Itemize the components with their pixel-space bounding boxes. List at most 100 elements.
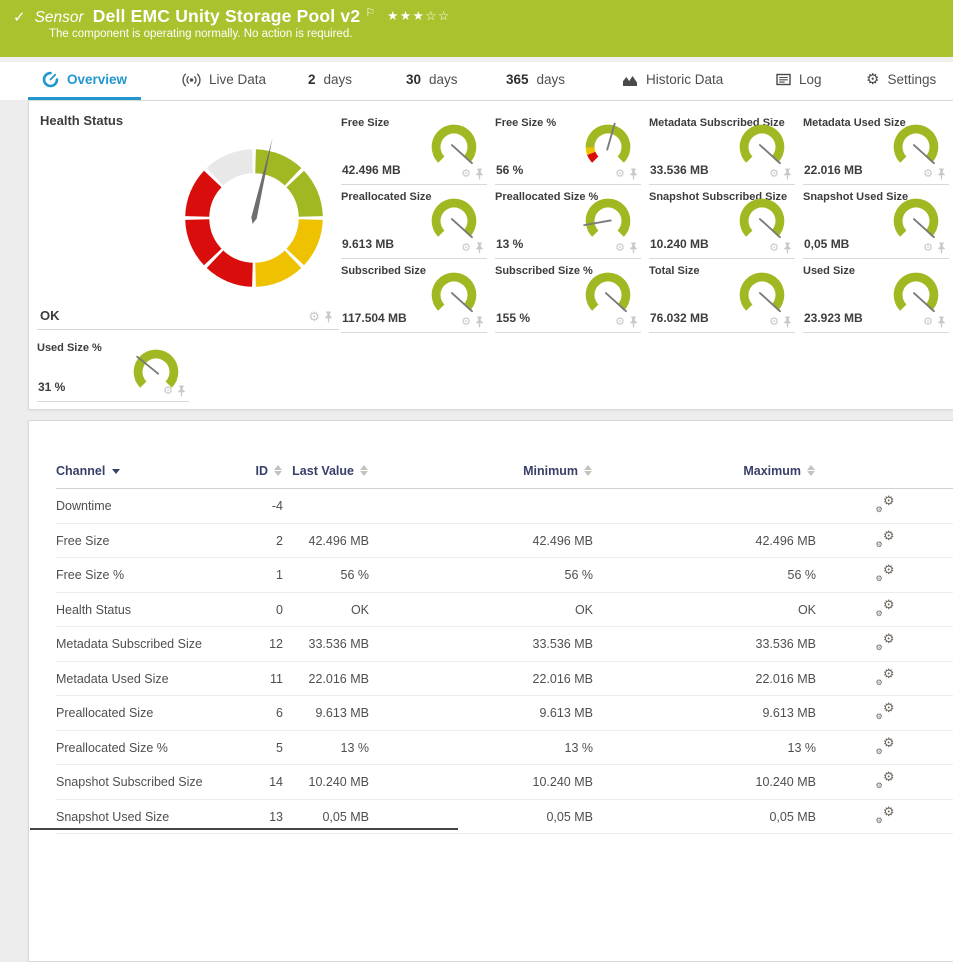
bottom-divider [30,828,458,830]
gauge-card[interactable]: Free Size % 56 % ⚙ [495,111,641,185]
pin-icon[interactable] [629,316,638,328]
col-label: ID [255,464,269,478]
channel-name[interactable]: Preallocated Size % [56,740,168,755]
col-header-last-value[interactable]: Last Value [283,463,369,479]
pin-icon[interactable] [937,242,946,254]
gear-icon[interactable]: ⚙ [163,384,173,397]
channel-name[interactable]: Snapshot Subscribed Size [56,775,203,789]
gauge-label: Preallocated Size [341,191,432,203]
gauge-card[interactable]: Total Size 76.032 MB ⚙ [649,259,795,333]
priority-stars[interactable]: ★★★☆☆ [387,9,451,23]
pin-icon[interactable] [629,168,638,180]
gauge-actions: ⚙ [163,385,186,397]
channel-settings-icon[interactable]: ⚙ ⚙ [876,770,895,790]
channel-name[interactable]: Metadata Used Size [56,671,169,686]
pin-icon[interactable] [629,242,638,254]
channel-actions-cell: ⚙ ⚙ [816,736,953,757]
channel-name[interactable]: Preallocated Size [56,706,154,720]
pin-icon[interactable] [937,316,946,328]
tab-2-days[interactable]: 2 days [294,62,366,100]
channel-actions-cell: ⚙ ⚙ [816,805,953,826]
pin-icon[interactable] [783,242,792,254]
gauge-card[interactable]: Preallocated Size % 13 % ⚙ [495,185,641,259]
channel-name[interactable]: Free Size % [56,568,125,582]
gauge-value: 13 % [496,237,524,251]
gear-icon[interactable]: ⚙ [461,315,471,328]
gauge-card[interactable]: Subscribed Size % 155 % ⚙ [495,259,641,333]
tab-log[interactable]: Log [762,62,836,100]
gear-icon[interactable]: ⚙ [769,167,779,180]
tab-365-days[interactable]: 365 days [492,62,579,100]
channel-maximum: 56 % [787,568,817,582]
gauge-card[interactable]: Free Size 42.496 MB ⚙ [341,111,487,185]
tab-label: days [429,72,458,87]
channel-name[interactable]: Health Status [56,602,132,617]
channel-settings-icon[interactable]: ⚙ ⚙ [876,632,895,652]
gauge-card[interactable]: Subscribed Size 117.504 MB ⚙ [341,259,487,333]
col-label: Maximum [743,464,801,478]
tab-bar: Overview Live Data 2 days 30 days 365 da… [0,62,953,100]
channel-settings-icon[interactable]: ⚙ ⚙ [876,598,895,618]
flag-icon[interactable]: ⚐ [365,7,376,19]
channel-settings-icon[interactable]: ⚙ ⚙ [876,736,895,756]
pin-icon[interactable] [475,168,484,180]
channel-settings-icon[interactable]: ⚙ ⚙ [876,563,895,583]
channel-name[interactable]: Downtime [56,499,112,513]
tab-30-days[interactable]: 30 days [392,62,472,100]
tab-live-data[interactable]: Live Data [168,62,280,100]
channel-name[interactable]: Metadata Subscribed Size [56,637,202,651]
channel-name[interactable]: Free Size [56,533,110,548]
table-row: Free Size % 1 56 % 56 % 56 % ⚙ ⚙ [56,558,953,593]
channel-name[interactable]: Snapshot Used Size [56,809,170,824]
sort-icon [274,465,283,476]
table-row: Snapshot Subscribed Size 14 10.240 MB 10.24… [56,765,953,800]
gauge-card[interactable]: Snapshot Used Size 0,05 MB ⚙ [803,185,949,259]
gear-icon[interactable]: ⚙ [461,241,471,254]
channel-settings-icon[interactable]: ⚙ ⚙ [876,494,895,514]
gear-icon[interactable]: ⚙ [461,167,471,180]
pin-icon[interactable] [937,168,946,180]
gear-icon[interactable]: ⚙ [615,241,625,254]
pin-icon[interactable] [177,385,186,397]
gauge-value: 56 % [496,163,524,177]
pin-icon[interactable] [783,168,792,180]
col-header-id[interactable]: ID [241,463,283,479]
gauge-card[interactable]: Snapshot Subscribed Size 10.240 MB ⚙ [649,185,795,259]
gauge-card-health-status[interactable]: Health Status OK ⚙ [37,111,339,330]
channel-settings-icon[interactable]: ⚙ ⚙ [875,805,895,825]
pin-icon[interactable] [783,316,792,328]
gauge-card[interactable]: Used Size 23.923 MB ⚙ [803,259,949,333]
tab-overview[interactable]: Overview [28,62,142,100]
pin-icon[interactable] [324,311,333,323]
gear-icon[interactable]: ⚙ [923,167,933,180]
gauge-card[interactable]: Used Size % 31 % ⚙ [37,336,189,402]
tab-label: Historic Data [646,72,724,87]
pin-icon[interactable] [475,242,484,254]
gear-icon[interactable]: ⚙ [769,315,779,328]
channel-settings-icon[interactable]: ⚙ ⚙ [876,529,895,549]
gauge-card[interactable]: Metadata Subscribed Size 33.536 MB ⚙ [649,111,795,185]
gear-icon[interactable]: ⚙ [615,167,625,180]
channel-settings-icon[interactable]: ⚙ ⚙ [876,667,895,687]
gear-icon[interactable]: ⚙ [615,315,625,328]
table-row: Downtime -4 ⚙ ⚙ [56,489,953,524]
tab-settings[interactable]: ⚙ Settings [852,62,950,100]
col-header-channel[interactable]: Channel [56,463,241,479]
gear-icon[interactable]: ⚙ [769,241,779,254]
gauge-label: Subscribed Size % [495,265,593,277]
gauge-card[interactable]: Metadata Used Size 22.016 MB ⚙ [803,111,949,185]
gear-small-icon: ⚙ [875,815,883,825]
col-header-maximum[interactable]: Maximum [593,463,816,479]
gear-icon[interactable]: ⚙ [308,309,320,324]
gauge-card[interactable]: Preallocated Size 9.613 MB ⚙ [341,185,487,259]
col-header-minimum[interactable]: Minimum [369,463,593,479]
pin-icon[interactable] [475,316,484,328]
tab-historic-data[interactable]: Historic Data [608,62,737,100]
tab-label: Overview [67,72,128,87]
channel-settings-icon[interactable]: ⚙ ⚙ [876,701,895,721]
gauge-label: Used Size [803,265,855,277]
gauge-label: Free Size [341,117,390,129]
gauge-actions: ⚙ [769,242,792,254]
gear-icon[interactable]: ⚙ [923,315,933,328]
gear-icon[interactable]: ⚙ [923,241,933,254]
